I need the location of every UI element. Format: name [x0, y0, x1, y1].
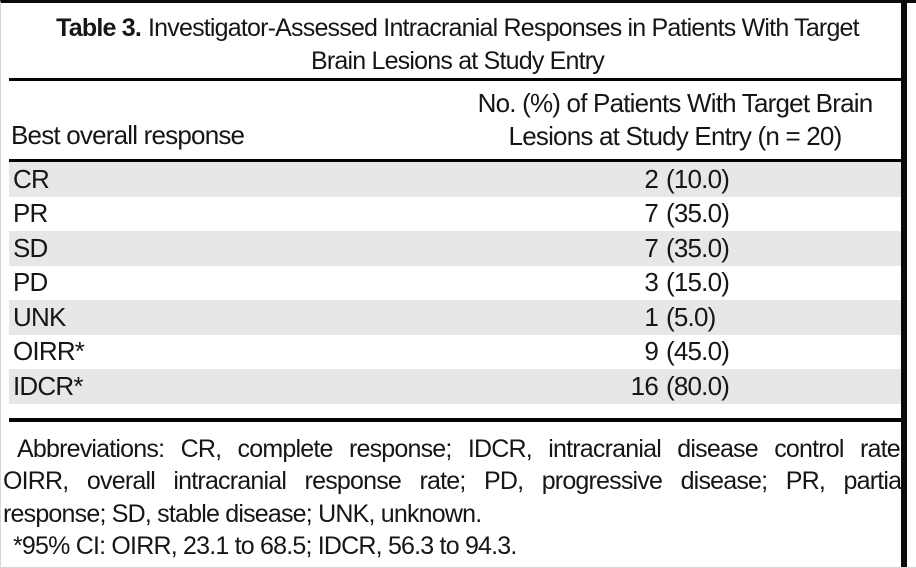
table-row: OIRR* 9 (45.0)	[9, 335, 906, 370]
table-header-row: Best overall response No. (%) of Patient…	[9, 81, 906, 159]
row-count: 2	[644, 163, 658, 194]
row-percent: (5.0)	[666, 301, 716, 332]
row-label-cell: PD	[13, 267, 48, 298]
column-header-patients-line2: Lesions at Study Entry (n = 20)	[508, 121, 843, 151]
row-label-cell: OIRR*	[13, 336, 85, 367]
rule-below-title	[9, 78, 906, 81]
row-count: 7	[644, 232, 658, 263]
page-column-rule	[901, 3, 907, 567]
table-footnotes: Abbreviations: CR, complete response; ID…	[3, 422, 907, 563]
rule-below-header	[9, 159, 906, 162]
column-header-patients: No. (%) of Patients With Target Brain Le…	[444, 87, 906, 159]
column-header-response: Best overall response	[11, 120, 245, 150]
row-percent: (45.0)	[666, 336, 730, 367]
row-label-cell: CR	[13, 163, 50, 194]
row-count: 7	[644, 198, 658, 229]
row-percent: (80.0)	[666, 370, 730, 401]
footnote-abbreviations-line3: response; SD, stable disease; UNK, unkno…	[3, 499, 482, 528]
column-header-patients-line1: No. (%) of Patients With Target Brain	[477, 88, 874, 118]
row-percent: (35.0)	[666, 232, 730, 263]
row-percent: (35.0)	[666, 198, 730, 229]
row-label-cell: SD	[13, 232, 48, 263]
table-row: PD 3 (15.0)	[9, 266, 906, 301]
table-row: CR 2 (10.0)	[9, 162, 906, 197]
row-label-cell: IDCR*	[13, 370, 83, 401]
footnote-confidence-interval: *95% CI: OIRR, 23.1 to 68.5; IDCR, 56.3 …	[13, 532, 517, 560]
table-title-line2: Brain Lesions at Study Entry	[310, 47, 605, 75]
row-percent: (10.0)	[666, 163, 730, 194]
row-count: 9	[644, 336, 658, 367]
table-container: Table 3. Investigator-Assessed Intracrani…	[3, 3, 907, 563]
table-row: SD 7 (35.0)	[9, 231, 906, 266]
table-number-label: Table 3.	[56, 14, 142, 42]
table-row: IDCR* 16 (80.0)	[9, 369, 906, 404]
table-row: PR 7 (35.0)	[9, 197, 906, 232]
row-label-cell: PR	[13, 198, 48, 229]
table-title-line1: Table 3. Investigator-Assessed Intracrani…	[9, 12, 906, 45]
table-body: CR 2 (10.0) PR 7 (35.0) SD 7 (35.0) PD 3…	[9, 162, 906, 404]
row-count: 1	[644, 301, 658, 332]
rule-below-body	[9, 417, 906, 422]
footnote-abbreviations-line1: Abbreviations: CR, complete response; ID…	[17, 434, 907, 463]
row-label-cell: UNK	[13, 301, 66, 332]
table-title: Table 3. Investigator-Assessed Intracrani…	[9, 3, 906, 78]
row-percent: (15.0)	[666, 267, 730, 298]
table-row: UNK 1 (5.0)	[9, 300, 906, 335]
row-count: 3	[644, 267, 658, 298]
row-count: 16	[630, 370, 659, 401]
table-title-text: Investigator-Assessed Intracranial Respo…	[148, 14, 860, 42]
footnote-abbreviations-line2: OIRR, overall intracranial response rate…	[3, 467, 907, 495]
